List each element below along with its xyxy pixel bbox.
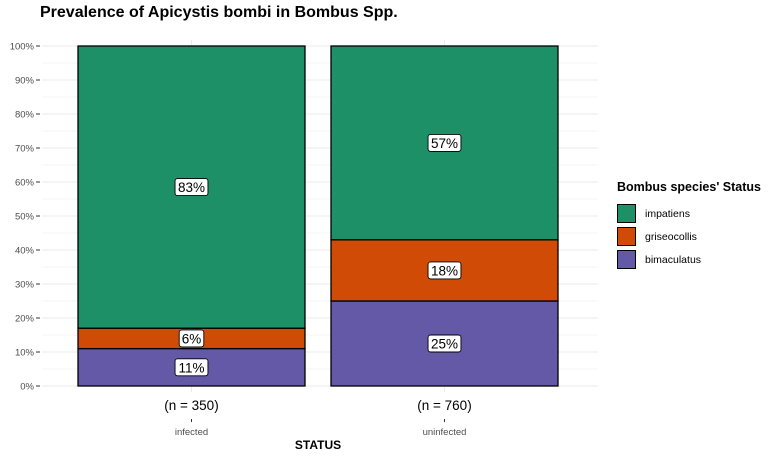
legend-label: griseocollis: [645, 230, 697, 243]
legend-item: bimaculatus: [617, 248, 761, 271]
category-count-label: (n = 760): [417, 398, 471, 413]
data-label-box: [427, 261, 462, 280]
y-tick-label: 80%: [15, 110, 35, 121]
legend-items: impatiens griseocollis bimaculatus: [617, 202, 761, 271]
data-label: 83%: [178, 180, 205, 195]
y-tick-label: 70%: [15, 144, 35, 155]
data-label: 18%: [431, 263, 458, 278]
legend-item: impatiens: [617, 202, 761, 225]
legend-swatch: [617, 204, 636, 223]
y-tick-label: 90%: [15, 76, 35, 87]
y-tick-label: 60%: [15, 178, 35, 189]
data-label-box: [178, 329, 205, 348]
data-label-box: [427, 334, 462, 353]
data-label-box: [427, 133, 462, 152]
data-label: 25%: [431, 337, 458, 352]
y-tick-label: 0%: [20, 382, 34, 393]
x-axis-title: STATUS: [295, 438, 341, 452]
y-tick-label: 40%: [15, 246, 35, 257]
legend-label: impatiens: [645, 207, 690, 220]
y-tick-label: 100%: [10, 42, 35, 53]
data-label-box: [174, 178, 209, 197]
x-tick-label: infected: [175, 427, 208, 438]
legend-swatch: [617, 227, 636, 246]
category-count-label: (n = 350): [164, 398, 218, 413]
legend-item: griseocollis: [617, 225, 761, 248]
legend-title: Bombus species' Status: [617, 180, 761, 194]
data-label: 11%: [178, 360, 204, 375]
legend-label: bimaculatus: [645, 253, 702, 266]
legend: Bombus species' Status impatiens griseoco…: [617, 180, 761, 271]
y-tick-label: 50%: [15, 212, 35, 223]
data-label: 57%: [431, 136, 458, 151]
data-label: 6%: [182, 331, 202, 346]
x-tick-label: uninfected: [423, 427, 467, 438]
y-tick-label: 10%: [15, 348, 35, 359]
y-tick-label: 20%: [15, 314, 35, 325]
y-tick-label: 30%: [15, 280, 35, 291]
data-label-box: [174, 358, 209, 377]
legend-swatch: [617, 250, 636, 269]
chart-title: Prevalence of Apicystis bombi in Bombus …: [40, 4, 398, 21]
